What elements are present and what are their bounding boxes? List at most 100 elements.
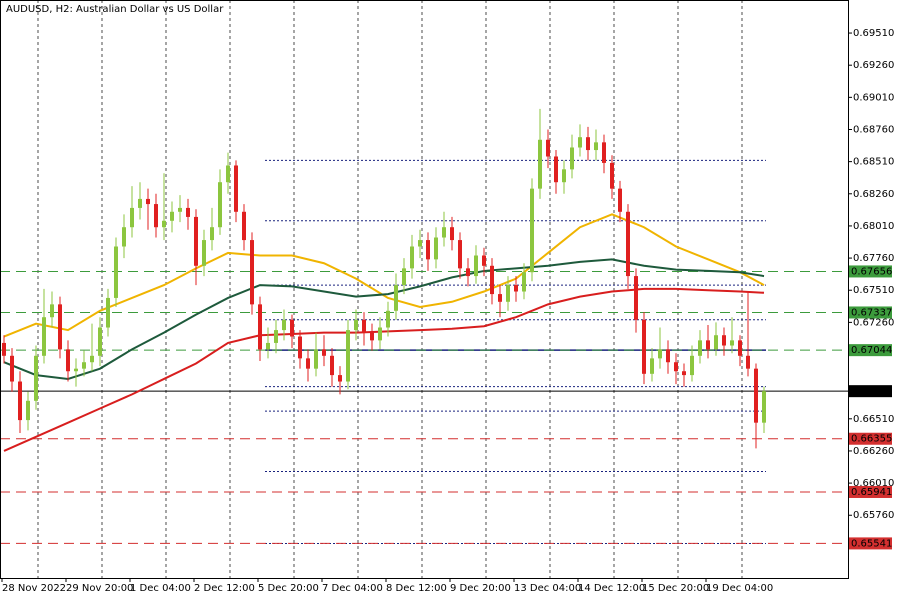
y-tick-label: 0.68010 [853, 221, 894, 232]
price-badge [849, 344, 892, 357]
y-tick-label: 0.68260 [853, 189, 894, 200]
y-tick-label: 0.66260 [853, 446, 894, 457]
candle-body [498, 294, 502, 302]
candle-body [434, 237, 438, 260]
y-tick-label: 0.68510 [853, 157, 894, 168]
candle-body [738, 340, 742, 356]
candle-body [314, 349, 318, 369]
y-tick-label: 0.68760 [853, 124, 894, 135]
candle-body [466, 268, 470, 277]
candle-body [290, 319, 294, 337]
candle-body [58, 304, 62, 350]
price-badge [849, 432, 892, 445]
moving-average [3, 213, 765, 338]
price-badge [849, 537, 892, 550]
candle-body [130, 207, 134, 228]
price-badge [849, 306, 892, 319]
x-tick-label: 8 Dec 12:00 [386, 583, 447, 594]
x-tick-label: 1 Dec 04:00 [130, 583, 191, 594]
candle-body [98, 327, 102, 356]
candle-body [546, 139, 550, 157]
candle-body [258, 304, 262, 350]
candle-body [322, 349, 326, 356]
candle-body [402, 268, 406, 286]
candle-body [386, 310, 390, 328]
candle-body [538, 139, 542, 189]
candle-body [474, 255, 478, 277]
candle-body [218, 182, 222, 228]
candle-body [138, 198, 142, 208]
candle-body [754, 368, 758, 423]
y-tick-label: 0.65760 [853, 510, 894, 521]
candle-body [674, 362, 678, 372]
chart-title: AUDUSD, H2: Australian Dollar vs US Doll… [6, 4, 224, 15]
x-tick-label: 7 Dec 04:00 [322, 583, 383, 594]
candle-body [722, 335, 726, 346]
candle-body [66, 349, 70, 372]
current-price-label: 0.66725 [851, 386, 892, 397]
candle-body [50, 304, 54, 318]
candle-body [658, 349, 662, 359]
candle-body [610, 162, 614, 189]
candle-body [762, 391, 766, 423]
moving-average [3, 258, 765, 380]
x-tick-label: 19 Dec 04:00 [706, 583, 773, 594]
y-tick-label: 0.67260 [853, 317, 894, 328]
candle-body [210, 227, 214, 241]
price-badge-label: 0.65941 [851, 487, 892, 498]
grid-layer [37, 0, 743, 578]
candle-body [514, 285, 518, 292]
candle-body [618, 188, 622, 212]
marks-layer [2, 108, 766, 452]
candle-body [338, 375, 342, 382]
candle-body [690, 355, 694, 376]
price-badge-label: 0.66355 [851, 434, 892, 445]
price-badge [849, 265, 892, 278]
price-badge [849, 485, 892, 498]
candle-body [90, 355, 94, 363]
candle-body [626, 211, 630, 277]
candle-body [666, 349, 670, 363]
candle-body [250, 240, 254, 305]
y-tick-label: 0.67760 [853, 253, 894, 264]
candle-body [562, 169, 566, 183]
candle-body [154, 204, 158, 228]
candle-body [530, 188, 534, 273]
candle-body [274, 330, 278, 343]
candle-body [362, 319, 366, 333]
candle-body [10, 355, 14, 382]
candle-body [490, 265, 494, 295]
price-badge-label: 0.65541 [851, 538, 892, 549]
y-tick-label: 0.69510 [853, 28, 894, 39]
candle-body [418, 240, 422, 247]
candle-body [554, 156, 558, 183]
y-tick-label: 0.67510 [853, 285, 894, 296]
candle-body [602, 142, 606, 163]
y-tick-label: 0.69260 [853, 60, 894, 71]
candle-body [26, 400, 30, 421]
candle-body [194, 216, 198, 266]
candle-body [346, 330, 350, 382]
candle-body [746, 355, 750, 369]
x-tick-label: 15 Dec 20:00 [642, 583, 709, 594]
candle-body [458, 240, 462, 269]
candle-body [730, 340, 734, 346]
candle-body [298, 336, 302, 359]
labels-layer: 0.69510 0.69260 0.69010 0.68760 0.68510 0.682… [1, 28, 894, 594]
x-tick-label: 5 Dec 20:00 [258, 583, 319, 594]
candle-body [82, 362, 86, 369]
y-tick-label: 0.66010 [853, 478, 894, 489]
x-tick-label: 2 Dec 12:00 [194, 583, 255, 594]
levels-layer [0, 159, 848, 545]
y-tick-label: 0.69010 [853, 92, 894, 103]
candle-body [74, 368, 78, 372]
candle-body [706, 340, 710, 350]
candle-body [482, 255, 486, 266]
candle-body [122, 227, 126, 247]
candle-body [642, 319, 646, 374]
candle-body [698, 340, 702, 356]
candle-body [410, 246, 414, 269]
candle-body [682, 371, 686, 376]
